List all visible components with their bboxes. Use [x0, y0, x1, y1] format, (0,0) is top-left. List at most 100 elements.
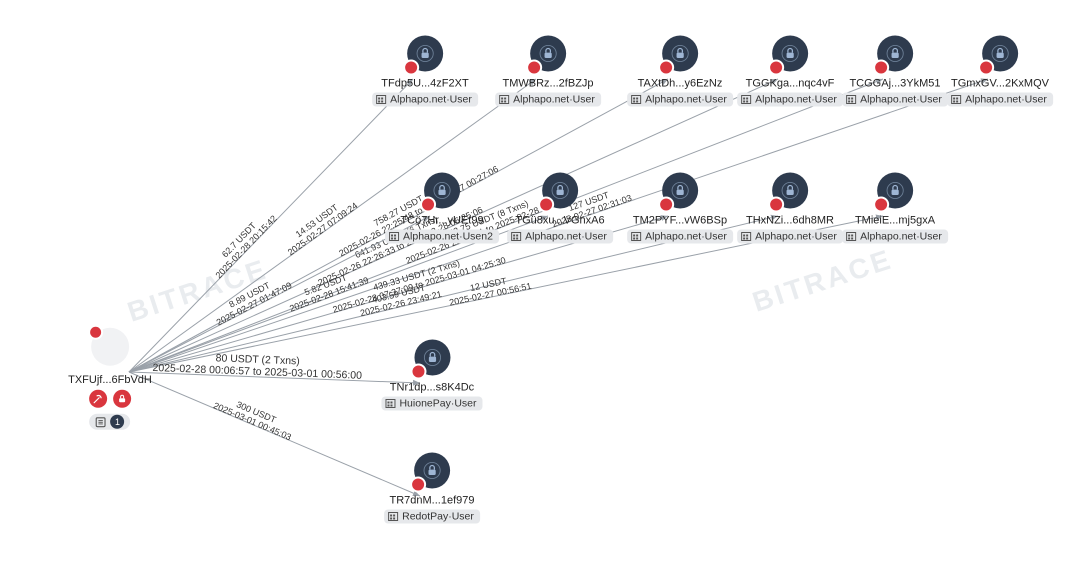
building-icon [630, 94, 642, 106]
wallet-icon [877, 173, 913, 209]
watermark: BITRACE [124, 253, 272, 328]
alert-badge [410, 364, 426, 380]
wallet-tag: Alphapo.net·User [627, 230, 733, 244]
wallet-address: TMWBRz...2fBZJp [495, 78, 601, 90]
list-icon [96, 416, 107, 427]
svg-text:2025-02-28 07:37:09 to 2025-03: 2025-02-28 07:37:09 to 2025-03-01 04:25:… [332, 255, 507, 315]
building-icon [387, 511, 399, 523]
wallet-tag: Alphapo.net·User [842, 230, 948, 244]
wallet-node[interactable]: TGü8xu...VGnxA6Alphapo.net·User [507, 173, 613, 248]
svg-text:2025-02-27 00:56:51: 2025-02-27 00:56:51 [448, 281, 532, 308]
alert-badge [978, 60, 994, 76]
wallet-icon [424, 173, 460, 209]
wallet-icon [982, 36, 1018, 72]
wallet-node[interactable]: TM2PYF...vW6BSpAlphapo.net·User [627, 173, 733, 248]
wallet-tag: Alphapo.net·Usen2 [385, 230, 499, 244]
wallet-tag: RedotPay·User [384, 510, 480, 524]
edge-label: 80 USDT (2 Txns)2025-02-28 00:06:57 to 2… [152, 350, 363, 382]
building-icon [375, 94, 387, 106]
edge-label: 300 USDT2025-03-01 00:45:03 [212, 391, 297, 442]
source-address: TXFUjf...6FbVdH [68, 374, 152, 386]
building-icon [740, 231, 752, 243]
source-meta: 1 [90, 414, 131, 430]
svg-text:2025-02-28 00:06:57 to 2025-03: 2025-02-28 00:06:57 to 2025-03-01 00:56:… [152, 362, 362, 382]
wallet-address: TNr1dp...s8K4Dc [381, 382, 482, 394]
wallet-address: TCGGAj...3YkM51 [842, 78, 948, 90]
pickaxe-icon [89, 390, 107, 408]
wallet-node[interactable]: TCGGAj...3YkM51 Alphapo.net·User [842, 36, 948, 111]
alert-badge [526, 60, 542, 76]
building-icon [845, 94, 857, 106]
wallet-address: TMieiE...mj5gxA [842, 215, 948, 227]
wallet-tag: Alphapo.net·User [842, 93, 948, 107]
wallet-address: TGGKga...nqc4vF [737, 78, 843, 90]
edge-label: 439.33 USDT (2 Txns)2025-02-28 07:37:09 … [329, 245, 507, 314]
svg-text:300 USDT: 300 USDT [235, 399, 278, 425]
alert-badge [403, 60, 419, 76]
alert-badge [768, 197, 784, 213]
svg-text:2025-02-26 23:49:21: 2025-02-26 23:49:21 [359, 289, 443, 318]
edge-label: 5.82 USDT2025-02-28 15:41:39 [285, 266, 370, 314]
svg-text:62.7 USDT: 62.7 USDT [220, 220, 259, 259]
source-count: 1 [111, 415, 125, 429]
alert-badge [873, 60, 889, 76]
wallet-tag: HuionePay·User [381, 397, 482, 411]
wallet-node[interactable]: TCö7Hr...yUEt99Alphapo.net·Usen2 [385, 173, 499, 248]
wallet-node[interactable]: TGGKga...nqc4vF Alphapo.net·User [737, 36, 843, 111]
alert-badge [768, 60, 784, 76]
wallet-node[interactable]: TR7dnM...1ef979 RedotPay·User [384, 453, 480, 528]
wallet-icon [530, 36, 566, 72]
building-icon [384, 398, 396, 410]
alert-badge [420, 197, 436, 213]
source-badges [68, 390, 152, 409]
svg-text:5.82 USDT: 5.82 USDT [303, 272, 349, 297]
wallet-tag: Alphapo.net·User [737, 93, 843, 107]
alert-badge [873, 197, 889, 213]
wallet-address: THxNZi...6dh8MR [737, 215, 843, 227]
wallet-node[interactable]: TFdp5U...4zF2XTAlphapo.net·User [372, 36, 478, 111]
transaction-edge [129, 372, 420, 383]
wallet-tag: Alphapo.net·User [737, 230, 843, 244]
wallet-node[interactable]: THxNZi...6dh8MR Alphapo.net·User [737, 173, 843, 248]
alert-badge [538, 197, 554, 213]
building-icon [740, 94, 752, 106]
wallet-node[interactable]: TAXtDh...y6EzNzAlphapo.net·User [627, 36, 733, 111]
wallet-node[interactable]: TMieiE...mj5gxA Alphapo.net·User [842, 173, 948, 248]
svg-text:2025-02-27 07:09:24: 2025-02-27 07:09:24 [286, 200, 360, 257]
transaction-edge [129, 372, 420, 496]
building-icon [950, 94, 962, 106]
wallet-node[interactable]: TNr1dp...s8K4Dc HuionePay·User [381, 340, 482, 415]
svg-text:2025-03-01 00:45:03: 2025-03-01 00:45:03 [212, 400, 293, 442]
svg-text:2025-02-28 15:41:39: 2025-02-28 15:41:39 [288, 275, 370, 314]
alert-badge [410, 477, 426, 493]
edge-label: 403.59 USDT2025-02-26 23:49:21 [357, 279, 443, 318]
building-icon [498, 94, 510, 106]
wallet-tag: Alphapo.net·User [495, 93, 601, 107]
building-icon [630, 231, 642, 243]
wallet-icon [414, 453, 450, 489]
wallet-address: TR7dnM...1ef979 [384, 495, 480, 507]
svg-text:8.89 USDT: 8.89 USDT [227, 280, 272, 310]
wallet-node[interactable]: TGmxGV...2KxMQVAlphapo.net·User [947, 36, 1053, 111]
svg-text:2025-02-27 01:47:09: 2025-02-27 01:47:09 [215, 280, 294, 327]
svg-text:403.59 USDT: 403.59 USDT [371, 282, 427, 305]
wallet-tag: Alphapo.net·User [947, 93, 1053, 107]
alert-badge [88, 325, 103, 340]
svg-text:2025-02-28 20:15:42: 2025-02-28 20:15:42 [213, 213, 278, 280]
alert-badge [658, 60, 674, 76]
source-circle [91, 328, 129, 366]
building-icon [388, 231, 400, 243]
edge-label: 8.89 USDT2025-02-27 01:47:09 [210, 271, 293, 327]
wallet-icon [407, 36, 443, 72]
edge-label: 62.7 USDT2025-02-28 20:15:42 [206, 206, 279, 280]
building-icon [845, 231, 857, 243]
wallet-tag: Alphapo.net·User [372, 93, 478, 107]
svg-text:439.33 USDT (2 Txns): 439.33 USDT (2 Txns) [372, 258, 461, 293]
source-node[interactable]: TXFUjf...6FbVdH 1 [68, 328, 152, 433]
wallet-node[interactable]: TMWBRz...2fBZJp Alphapo.net·User [495, 36, 601, 111]
wallet-icon [542, 173, 578, 209]
wallet-icon [662, 173, 698, 209]
wallet-icon [877, 36, 913, 72]
svg-text:12 USDT: 12 USDT [469, 276, 508, 293]
edge-label: 14.53 USDT2025-02-27 07:09:24 [280, 192, 360, 257]
